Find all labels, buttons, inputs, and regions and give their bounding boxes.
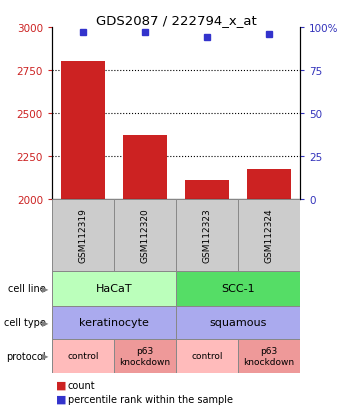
FancyBboxPatch shape (52, 306, 176, 339)
FancyBboxPatch shape (238, 339, 300, 373)
Text: SCC-1: SCC-1 (221, 284, 255, 294)
Text: count: count (68, 380, 96, 390)
FancyBboxPatch shape (176, 306, 300, 339)
Text: control: control (191, 351, 223, 361)
Text: ■: ■ (56, 380, 67, 390)
Text: HaCaT: HaCaT (96, 284, 132, 294)
Text: cell line: cell line (8, 284, 46, 294)
Text: GSM112319: GSM112319 (79, 208, 87, 263)
Text: ■: ■ (56, 394, 67, 404)
FancyBboxPatch shape (52, 271, 176, 306)
Bar (185, 180, 229, 199)
FancyBboxPatch shape (52, 199, 114, 271)
FancyBboxPatch shape (176, 271, 300, 306)
Text: GSM112324: GSM112324 (265, 208, 273, 263)
Bar (247, 169, 291, 199)
Title: GDS2087 / 222794_x_at: GDS2087 / 222794_x_at (96, 14, 256, 27)
FancyBboxPatch shape (114, 339, 176, 373)
Text: GSM112323: GSM112323 (203, 208, 211, 263)
FancyBboxPatch shape (114, 199, 176, 271)
Text: control: control (67, 351, 99, 361)
Bar (123, 136, 167, 199)
Text: ▶: ▶ (41, 318, 48, 327)
FancyBboxPatch shape (52, 339, 114, 373)
Text: protocol: protocol (6, 351, 46, 361)
Text: cell type: cell type (4, 318, 46, 328)
Text: percentile rank within the sample: percentile rank within the sample (68, 394, 233, 404)
FancyBboxPatch shape (176, 199, 238, 271)
Text: p63
knockdown: p63 knockdown (243, 347, 294, 366)
FancyBboxPatch shape (238, 199, 300, 271)
FancyBboxPatch shape (176, 339, 238, 373)
Bar (61, 62, 105, 199)
Text: ▶: ▶ (41, 284, 48, 293)
Text: squamous: squamous (209, 318, 267, 328)
Text: ▶: ▶ (41, 351, 48, 361)
Text: GSM112320: GSM112320 (140, 208, 150, 263)
Text: p63
knockdown: p63 knockdown (119, 347, 171, 366)
Text: keratinocyte: keratinocyte (79, 318, 149, 328)
